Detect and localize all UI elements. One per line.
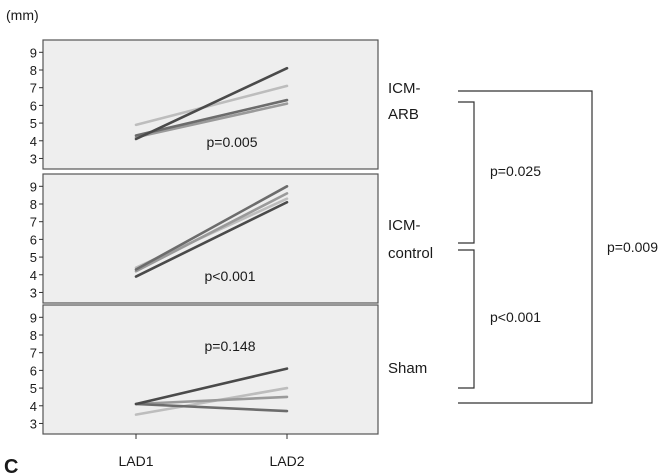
series-line-2 <box>134 98 289 137</box>
y-tick-label: 7 <box>30 81 37 96</box>
bracket-arb-sham <box>458 90 593 404</box>
y-tick-label: 4 <box>30 134 37 149</box>
y-tick-label: 4 <box>30 268 37 283</box>
panel-icm-control: 3 4 5 6 7 8 9 p<0.001 ICM-control <box>30 173 433 304</box>
series-line-1 <box>134 200 289 278</box>
y-tick-label: 5 <box>30 116 37 131</box>
series-line-4 <box>134 84 289 127</box>
comparison-p-value: p=0.009 <box>607 239 658 255</box>
group-label: ICM-ARB <box>388 80 421 123</box>
series-line-3 <box>134 395 289 406</box>
chart-panels: 3 4 5 6 7 8 9 p=0.005 ICM-ARB 3 4 5 6 7 8 9 p<0.001 ICM-c… <box>30 39 433 439</box>
x-tick-lad2: LAD2 <box>269 453 304 469</box>
comparison-p-value: p=0.025 <box>490 163 541 179</box>
y-tick-label: 6 <box>30 363 37 378</box>
y-tick-label: 9 <box>30 179 37 194</box>
panel-frame <box>42 304 379 435</box>
y-tick-label: 9 <box>30 45 37 60</box>
y-tick-label: 6 <box>30 98 37 113</box>
comparison-brackets: p=0.025 p<0.001 p=0.009 <box>458 90 658 404</box>
series-line-1 <box>134 367 289 406</box>
series-line-3 <box>134 192 289 273</box>
series-line-2 <box>134 185 289 271</box>
series-line-2 <box>134 402 289 413</box>
panel-sham: 3 4 5 6 7 8 9 p=0.148 Sham <box>30 304 427 439</box>
series-line-3 <box>134 102 289 139</box>
y-tick-label: 3 <box>30 416 37 431</box>
y-tick-label: 8 <box>30 197 37 212</box>
series-line-1 <box>134 66 289 141</box>
comparison-p-value: p<0.001 <box>490 309 541 325</box>
panel-p-value: p=0.148 <box>205 338 256 354</box>
group-label: ICM-control <box>388 217 433 262</box>
y-tick-label: 8 <box>30 63 37 78</box>
group-label: Sham <box>388 360 427 377</box>
y-tick-label: 3 <box>30 151 37 166</box>
y-tick-label: 9 <box>30 310 37 325</box>
y-tick-label: 5 <box>30 381 37 396</box>
y-tick-label: 7 <box>30 346 37 361</box>
y-tick-label: 7 <box>30 215 37 230</box>
x-tick-lad1: LAD1 <box>118 453 153 469</box>
y-tick-label: 5 <box>30 250 37 265</box>
unit-label: (mm) <box>6 7 39 23</box>
panel-p-value: p=0.005 <box>207 134 258 150</box>
y-tick-label: 3 <box>30 285 37 300</box>
panel-icm-arb: 3 4 5 6 7 8 9 p=0.005 ICM-ARB <box>30 39 421 170</box>
panel-letter: C <box>4 456 18 474</box>
y-tick-label: 8 <box>30 328 37 343</box>
y-tick-label: 6 <box>30 232 37 247</box>
bracket-control-sham <box>458 249 475 389</box>
bracket-arb-control <box>458 101 475 244</box>
panel-p-value: p<0.001 <box>205 268 256 284</box>
y-tick-label: 4 <box>30 399 37 414</box>
